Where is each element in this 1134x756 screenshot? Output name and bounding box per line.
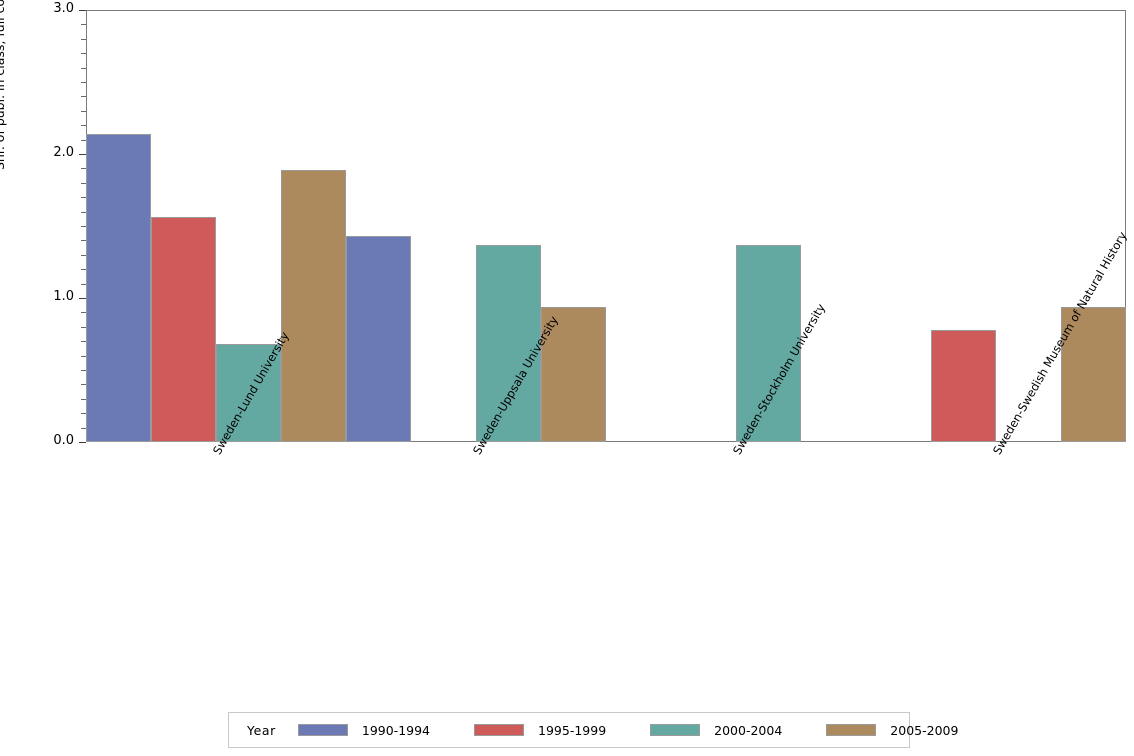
- y-tick-minor: [81, 197, 86, 199]
- legend-item[interactable]: 1995-1999: [474, 723, 650, 738]
- legend-swatch: [650, 724, 701, 736]
- y-tick-minor: [81, 182, 86, 184]
- bar: [216, 344, 281, 442]
- y-tick-minor: [81, 254, 86, 256]
- bar: [476, 244, 541, 442]
- y-tick-minor: [81, 110, 86, 112]
- y-tick-major: [79, 154, 86, 155]
- y-tick-minor: [81, 168, 86, 170]
- y-tick-label: 0.0: [53, 433, 74, 448]
- legend-title: Year: [247, 722, 276, 738]
- y-tick-major: [79, 298, 86, 299]
- legend-label: 2000-2004: [714, 722, 783, 738]
- legend-label: 2005-2009: [890, 722, 959, 738]
- y-tick-minor: [81, 24, 86, 26]
- y-tick-minor: [81, 38, 86, 40]
- legend-item[interactable]: 2005-2009: [826, 723, 958, 738]
- bar: [1061, 306, 1126, 442]
- bar: [736, 244, 801, 442]
- legend-item[interactable]: 2000-2004: [650, 723, 826, 738]
- y-tick-minor: [81, 384, 86, 386]
- y-tick-minor: [81, 283, 86, 285]
- y-tick-label: 2.0: [53, 145, 74, 160]
- y-tick-major: [79, 10, 86, 11]
- y-tick-minor: [81, 139, 86, 141]
- bar: [151, 217, 216, 442]
- legend-swatch: [826, 724, 877, 736]
- y-tick-minor: [81, 427, 86, 429]
- bar: [931, 329, 996, 442]
- bar: [541, 306, 606, 442]
- y-tick-minor: [81, 355, 86, 357]
- y-tick-minor: [81, 53, 86, 55]
- legend-label: 1990-1994: [361, 722, 431, 738]
- y-tick-minor: [81, 226, 86, 227]
- y-axis-title: Shr. of publ. in class, full counts (%): [0, 0, 7, 170]
- legend-items: 1990-1994 1995-1999 2000-2004 2005-2009: [297, 722, 958, 738]
- y-tick-minor: [81, 269, 86, 271]
- bar: [281, 169, 346, 442]
- y-tick-minor: [81, 67, 86, 69]
- y-tick-minor: [81, 413, 86, 415]
- bar: [86, 133, 151, 442]
- legend-swatch: [297, 724, 348, 736]
- y-tick-label: 1.0: [53, 289, 74, 304]
- y-tick-major: [79, 442, 86, 443]
- y-tick-minor: [81, 312, 86, 314]
- y-tick-minor: [81, 96, 86, 98]
- bar: [346, 236, 411, 442]
- y-tick-minor: [81, 326, 86, 328]
- legend-item[interactable]: 1990-1994: [297, 722, 474, 738]
- y-tick-minor: [81, 125, 86, 127]
- legend-label: 1995-1999: [538, 722, 607, 738]
- y-tick-label: 3.0: [53, 1, 74, 16]
- y-tick-minor: [81, 398, 86, 400]
- y-tick-minor: [81, 240, 86, 242]
- legend-swatch: [474, 724, 525, 736]
- y-tick-minor: [81, 370, 86, 371]
- bars-layer: [86, 10, 1126, 442]
- y-tick-minor: [81, 341, 86, 343]
- legend: Year 1990-1994 1995-1999 2000-2004 2005-200…: [228, 712, 958, 748]
- y-tick-minor: [81, 82, 86, 83]
- y-tick-minor: [81, 211, 86, 213]
